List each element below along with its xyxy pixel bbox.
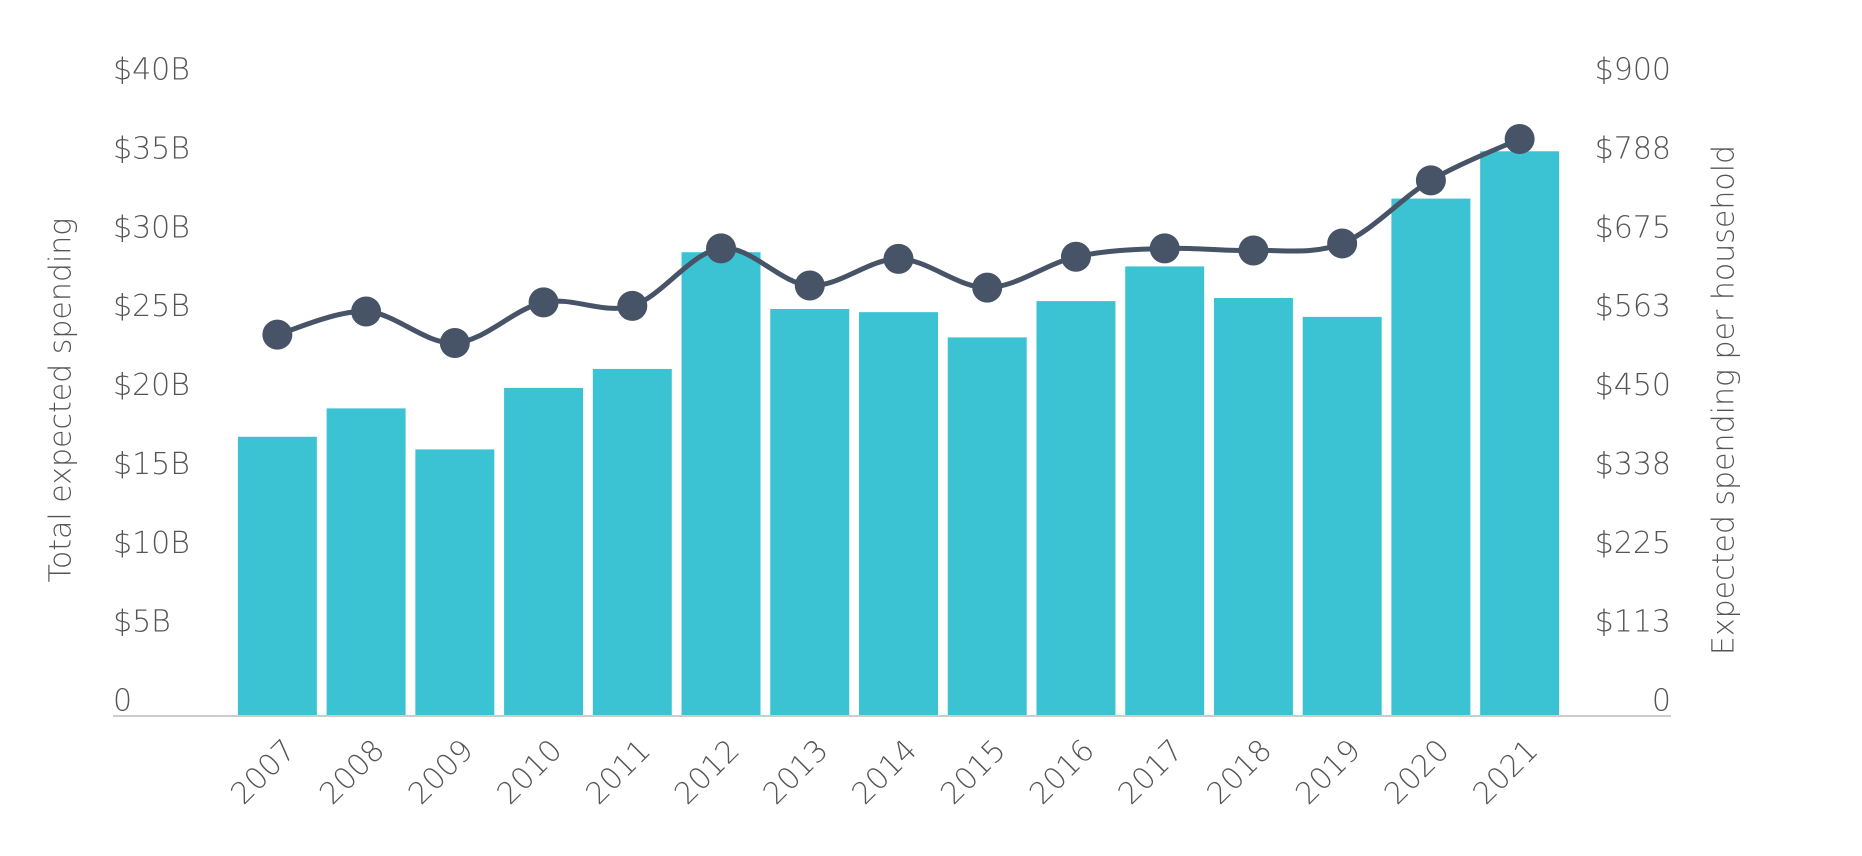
line-point	[1415, 165, 1446, 196]
x-tick-label: 2007	[224, 733, 303, 812]
x-tick-label: 2009	[402, 733, 481, 812]
y-tick-label: $10B	[113, 526, 190, 561]
y2-tick-label: $225	[1595, 526, 1671, 561]
x-tick-label: 2012	[668, 733, 747, 812]
x-tick-label: 2008	[313, 733, 392, 812]
y-tick-label: $5B	[113, 605, 171, 640]
x-tick-label: 2016	[1023, 733, 1102, 812]
bar	[1213, 297, 1293, 716]
y-tick-label: $25B	[113, 289, 190, 324]
x-tick-label: 2014	[845, 733, 924, 812]
line-point	[1060, 241, 1091, 272]
y-tick-label: $30B	[113, 210, 190, 245]
line-point	[617, 290, 648, 321]
y2-tick-label: $338	[1595, 447, 1671, 482]
bar	[326, 408, 406, 716]
y-axis-title: Total expected spending	[44, 218, 79, 583]
line-point	[972, 272, 1003, 303]
x-tick-label: 2020	[1378, 733, 1457, 812]
y-tick-label: $15B	[113, 447, 190, 482]
line-point	[439, 328, 470, 359]
y2-tick-label: 0	[1652, 684, 1671, 719]
x-tick-label: 2018	[1200, 733, 1279, 812]
bar	[504, 387, 584, 716]
x-tick-label: 2015	[934, 733, 1013, 812]
bar	[1036, 301, 1116, 716]
bar	[415, 449, 495, 716]
line-point	[1504, 123, 1535, 154]
x-tick-label: 2011	[579, 733, 658, 812]
x-tick-label: 2017	[1112, 733, 1191, 812]
bar	[1480, 151, 1560, 716]
line-point	[1327, 228, 1358, 259]
y2-tick-label: $675	[1595, 210, 1671, 245]
y2-tick-label: $113	[1595, 605, 1671, 640]
bar	[859, 312, 938, 716]
bar	[1302, 316, 1382, 716]
y-tick-label: $20B	[113, 368, 190, 403]
y-tick-label: $35B	[113, 131, 190, 166]
line-point	[706, 233, 737, 264]
y2-tick-label: $450	[1595, 368, 1671, 403]
x-tick-label: 2021	[1467, 733, 1546, 812]
line-point	[883, 243, 914, 274]
x-tick-label: 2019	[1289, 733, 1368, 812]
line-point	[262, 319, 293, 350]
bar	[1391, 198, 1471, 716]
line-point	[1238, 235, 1269, 266]
bar	[770, 309, 850, 716]
y-tick-label: 0	[113, 684, 132, 719]
y2-tick-label: $900	[1595, 53, 1671, 88]
x-tick-label: 2013	[757, 733, 836, 812]
y2-axis-title: Expected spending per household	[1707, 145, 1742, 655]
line-point	[528, 287, 559, 318]
bar	[681, 252, 761, 716]
bar	[1125, 266, 1205, 716]
bar	[592, 368, 672, 716]
y-tick-label: $40B	[113, 53, 190, 88]
y2-tick-label: $788	[1595, 131, 1671, 166]
bar	[947, 337, 1027, 716]
line-point	[1149, 233, 1180, 264]
x-tick-label: 2010	[490, 733, 569, 812]
line-point	[794, 270, 825, 301]
bar	[237, 436, 317, 716]
y2-tick-label: $563	[1595, 289, 1671, 324]
line-point	[351, 296, 382, 327]
